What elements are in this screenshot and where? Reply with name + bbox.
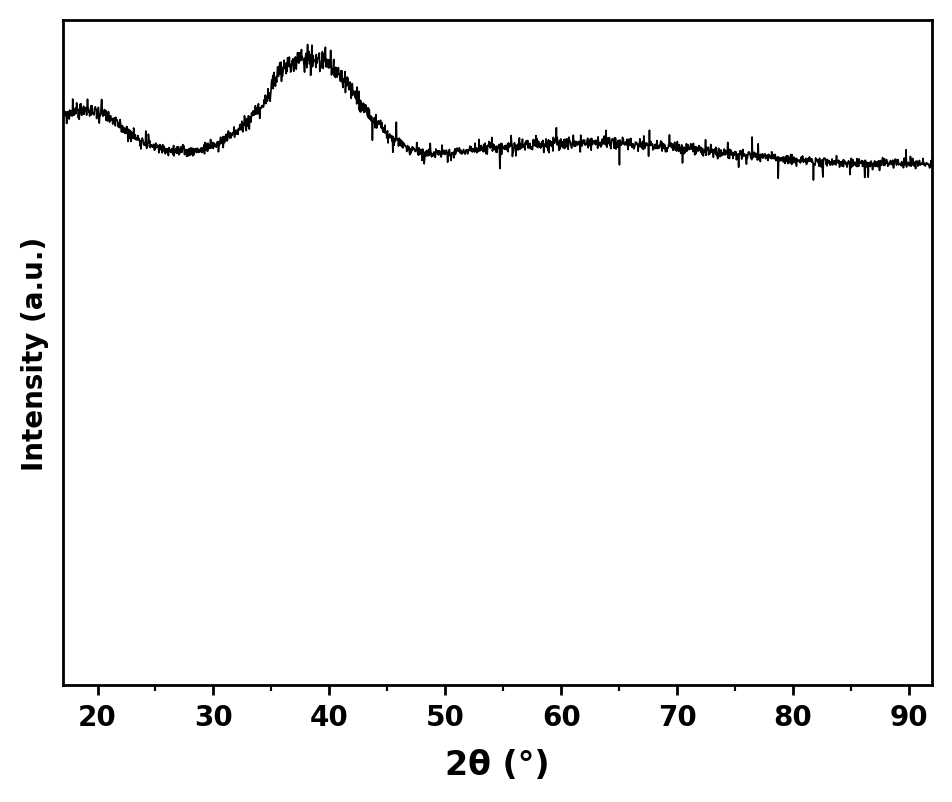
X-axis label: 2θ (°): 2θ (°) xyxy=(445,748,549,781)
Y-axis label: Intensity (a.u.): Intensity (a.u.) xyxy=(21,237,49,470)
